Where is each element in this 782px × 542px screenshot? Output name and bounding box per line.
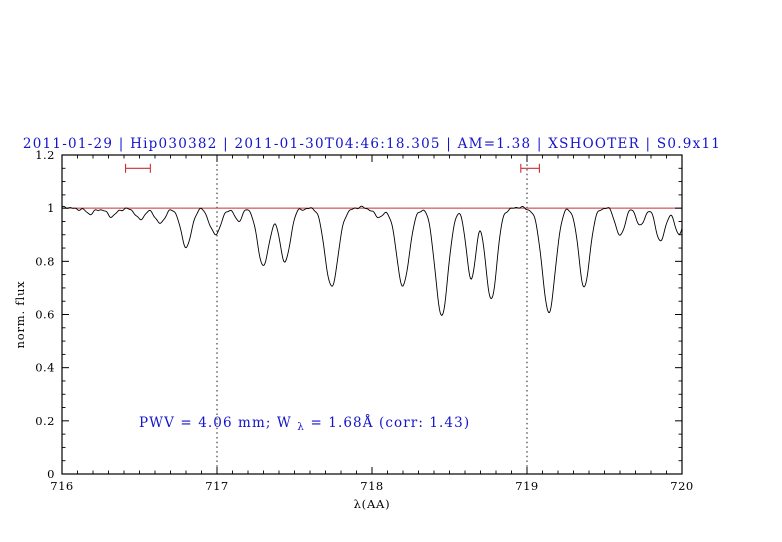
pwv-annotation-post: = 1.68Å (corr: 1.43): [310, 415, 470, 431]
fit-window-marker: [125, 163, 151, 173]
x-tick-label: 719: [515, 479, 538, 493]
y-axis-label: norm. flux: [13, 281, 27, 349]
y-tick-label: 0.4: [35, 361, 55, 375]
x-tick-label: 716: [50, 479, 73, 493]
pwv-annotation-subscript: λ: [297, 421, 305, 433]
y-tick-label: 1: [47, 201, 55, 215]
y-tick-label: 0: [47, 467, 55, 481]
x-axis-label: λ(AA): [354, 497, 391, 511]
y-tick-label: 0.2: [35, 414, 55, 428]
y-tick-label: 0.6: [35, 308, 55, 322]
plot-title: 2011-01-29 | Hip030382 | 2011-01-30T04:4…: [23, 136, 721, 152]
y-tick-label: 0.8: [35, 254, 55, 268]
pwv-annotation-pre: PWV = 4.06 mm; W: [139, 415, 292, 431]
x-tick-label: 720: [670, 479, 693, 493]
y-tick-label: 1.2: [35, 148, 55, 162]
x-tick-label: 718: [360, 479, 383, 493]
fit-window-marker: [520, 163, 540, 173]
x-tick-label: 717: [205, 479, 228, 493]
pwv-annotation: PWV = 4.06 mm; W λ = 1.68Å (corr: 1.43): [139, 415, 470, 434]
spectrum-line: [61, 205, 683, 316]
